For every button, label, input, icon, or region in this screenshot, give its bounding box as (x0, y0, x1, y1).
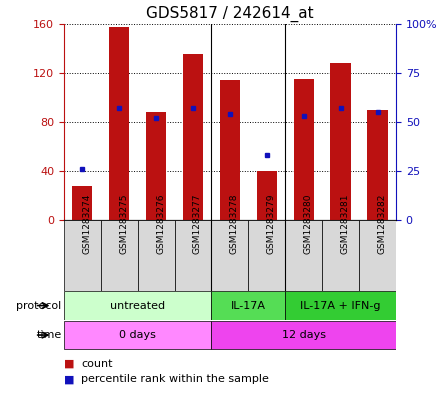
Bar (359, 220, 396, 291)
Bar (220, 80, 240, 220)
Text: GSM1283280: GSM1283280 (304, 193, 313, 254)
Text: untreated: untreated (110, 301, 165, 310)
Bar (212, 321, 396, 349)
Bar (138, 220, 175, 291)
Text: IL-17A: IL-17A (231, 301, 266, 310)
Bar (367, 110, 388, 220)
Bar (64, 321, 212, 349)
Bar (293, 79, 314, 220)
Bar (322, 220, 359, 291)
Text: 0 days: 0 days (119, 330, 156, 340)
Title: GDS5817 / 242614_at: GDS5817 / 242614_at (146, 6, 314, 22)
Bar (257, 171, 277, 220)
Bar (64, 220, 101, 291)
Bar (285, 292, 396, 320)
Bar (175, 220, 212, 291)
Text: GSM1283274: GSM1283274 (82, 193, 91, 254)
Text: GSM1283278: GSM1283278 (230, 193, 239, 254)
Bar (330, 63, 351, 220)
Text: time: time (37, 330, 62, 340)
Text: GSM1283277: GSM1283277 (193, 193, 202, 254)
Bar (109, 27, 129, 220)
Text: protocol: protocol (16, 301, 62, 310)
Bar (183, 54, 203, 220)
Text: IL-17A + IFN-g: IL-17A + IFN-g (301, 301, 381, 310)
Bar (72, 186, 92, 220)
Text: GSM1283279: GSM1283279 (267, 193, 276, 254)
Text: 12 days: 12 days (282, 330, 326, 340)
Text: GSM1283282: GSM1283282 (378, 193, 387, 254)
Text: GSM1283281: GSM1283281 (341, 193, 350, 254)
Bar (101, 220, 138, 291)
Bar (248, 220, 285, 291)
Text: ■: ■ (64, 358, 74, 369)
Text: percentile rank within the sample: percentile rank within the sample (81, 374, 269, 384)
Bar (212, 220, 248, 291)
Bar (285, 220, 322, 291)
Text: ■: ■ (64, 374, 74, 384)
Text: GSM1283276: GSM1283276 (156, 193, 165, 254)
Bar (64, 292, 212, 320)
Bar (146, 112, 166, 220)
Text: count: count (81, 358, 113, 369)
Text: GSM1283275: GSM1283275 (119, 193, 128, 254)
Bar (212, 292, 285, 320)
